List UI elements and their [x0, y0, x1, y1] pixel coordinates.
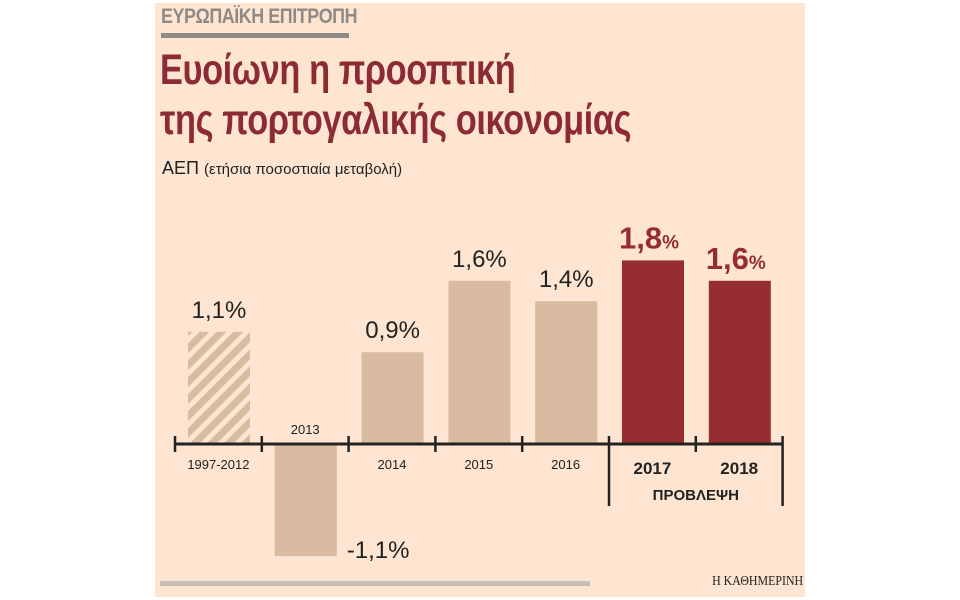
category-label: 2015 — [464, 457, 493, 472]
kicker-underline — [161, 33, 349, 38]
category-label: 2014 — [378, 457, 407, 472]
bar-1997-2012 — [188, 331, 250, 444]
credit: Η ΚΑΘΗΜΕΡΙΝΗ — [711, 574, 803, 589]
category-label: 2018 — [720, 459, 758, 478]
kicker: ΕΥΡΩΠΑΪΚΗ ΕΠΙΤΡΟΠΗ — [161, 5, 358, 28]
category-label: 2013 — [291, 422, 320, 437]
forecast-label: ΠΡΟΒΛΕΨΗ — [653, 487, 739, 504]
category-label: 2016 — [551, 457, 580, 472]
data-label: 1,1% — [192, 297, 247, 324]
data-label: 1,4% — [539, 266, 594, 293]
bar-2016 — [535, 301, 598, 444]
bar-2013 — [274, 444, 337, 557]
bar-2018 — [708, 280, 771, 444]
chart-subtitle: ΑΕΠ (ετήσια ποσοστιαία μεταβολή) — [162, 158, 402, 179]
bar-chart: 1,1% 1997-2012 -1,1% 2013 0,9% 2014 1,6% 2015 1,… — [173, 220, 784, 564]
percent-sign: % — [749, 253, 766, 274]
data-label: 0,9% — [365, 317, 420, 344]
data-label: -1,1% — [347, 537, 410, 564]
subtitle-note: (ετήσια ποσοστιαία μεταβολή) — [204, 161, 403, 178]
bar-2015 — [448, 280, 511, 444]
bar-2017 — [622, 260, 684, 444]
bar-2014 — [361, 352, 424, 444]
infographic-panel: ΕΥΡΩΠΑΪΚΗ ΕΠΙΤΡΟΠΗ Ευοίωνη η προοπτική τ… — [155, 3, 805, 597]
footer-bar — [160, 581, 590, 586]
title-line-2: της πορτογαλικής οικονομίας — [160, 96, 632, 144]
category-label: 1997-2012 — [187, 457, 249, 472]
percent-sign: % — [662, 232, 679, 253]
data-label: 1,8% — [619, 220, 679, 255]
data-label: 1,6% — [706, 241, 766, 276]
title-line-1: Ευοίωνη η προοπτική — [160, 46, 516, 94]
chart-title: Ευοίωνη η προοπτική της πορτογαλικής οικ… — [160, 45, 632, 145]
subtitle-main: ΑΕΠ — [162, 158, 200, 178]
data-label: 1,6% — [452, 246, 507, 273]
category-label: 2017 — [633, 459, 671, 478]
